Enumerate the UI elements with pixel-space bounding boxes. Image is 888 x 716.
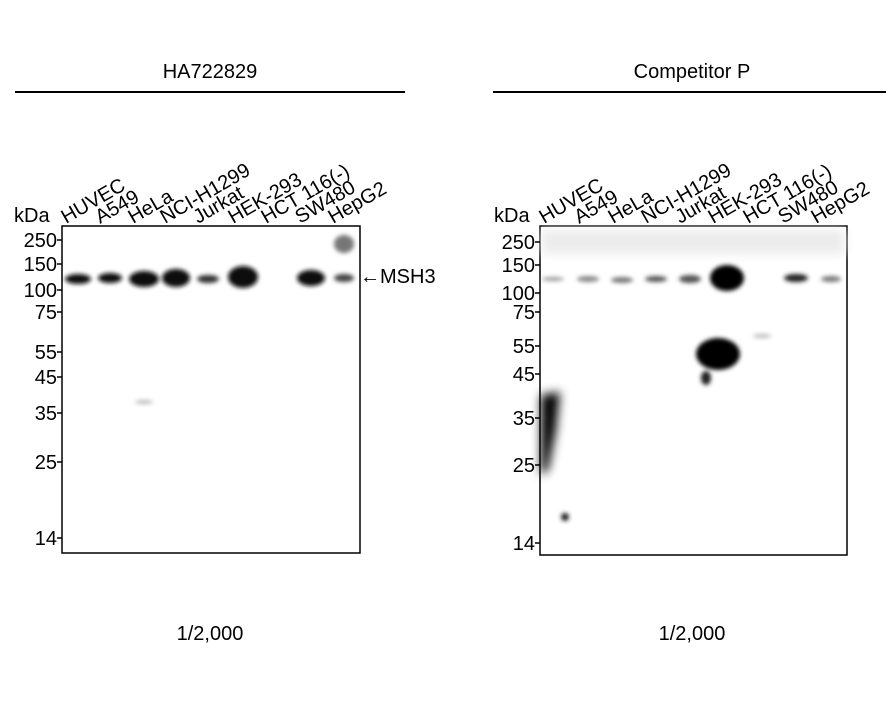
marker-label: 250	[502, 232, 535, 254]
marker-label: 100	[502, 283, 535, 305]
marker-label: 35	[35, 403, 57, 425]
panel-title: Competitor P	[634, 61, 751, 83]
marker-label: 100	[24, 280, 57, 302]
marker-label: 35	[513, 408, 535, 430]
marker-label: 14	[35, 528, 57, 550]
marker-label: 25	[513, 455, 535, 477]
blot	[61, 225, 361, 554]
dilution: 1/2,000	[177, 623, 244, 645]
blot	[539, 225, 848, 556]
marker-label: 55	[35, 342, 57, 364]
dilution: 1/2,000	[659, 623, 726, 645]
marker-label: 14	[513, 533, 535, 555]
panel-title: HA722829	[163, 61, 258, 83]
marker-label: 150	[24, 254, 57, 276]
marker-label: 25	[35, 452, 57, 474]
marker-label: 75	[35, 302, 57, 324]
marker-label: 55	[513, 336, 535, 358]
kda-label: kDa	[14, 205, 50, 227]
marker-label: 75	[513, 302, 535, 324]
target-label: ←MSH3	[360, 266, 436, 288]
marker-label: 45	[513, 364, 535, 386]
marker-label: 150	[502, 255, 535, 277]
marker-label: 45	[35, 367, 57, 389]
kda-label: kDa	[494, 205, 530, 227]
marker-label: 250	[24, 230, 57, 252]
